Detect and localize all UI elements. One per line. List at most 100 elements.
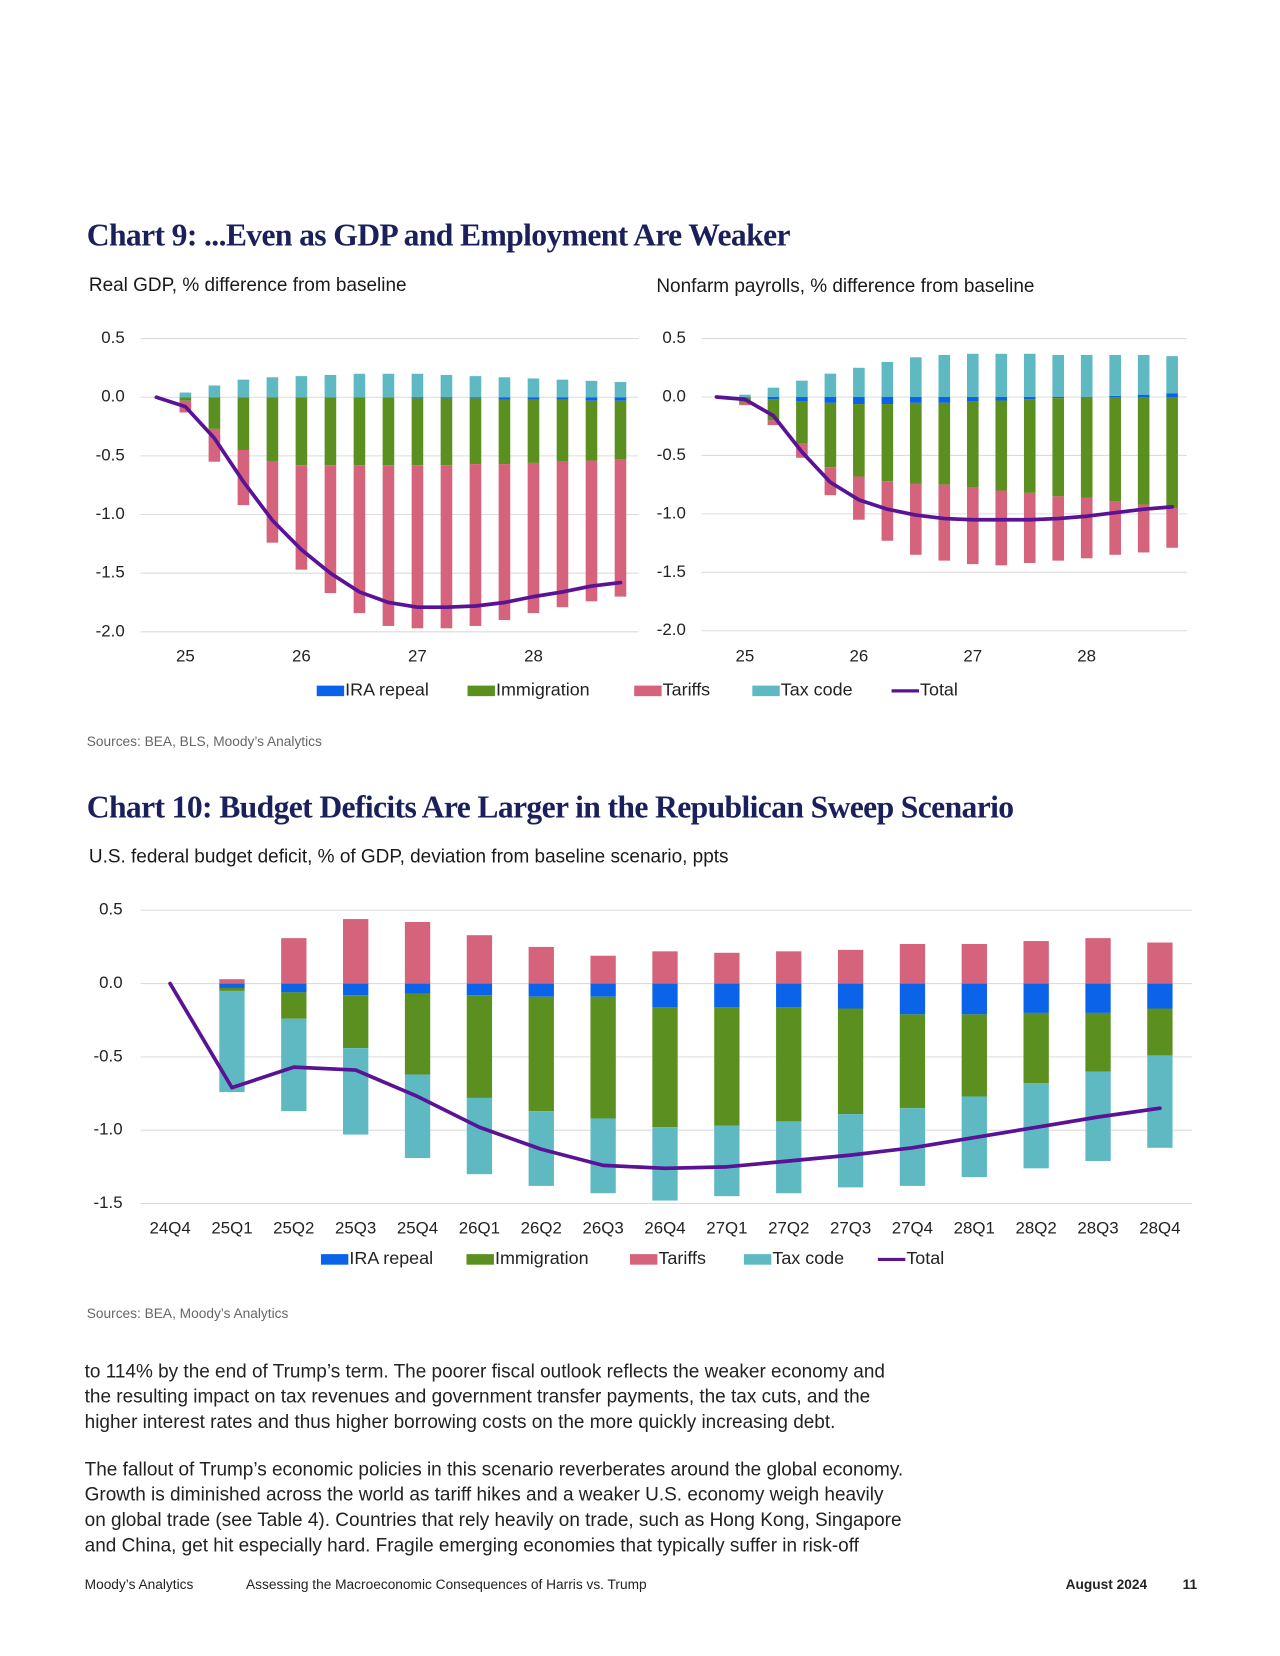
y-tick-label: -1.0 bbox=[96, 504, 125, 523]
bar-segment bbox=[498, 399, 511, 465]
x-tick-label: 28Q3 bbox=[1077, 1218, 1118, 1237]
bar-segment bbox=[1080, 497, 1093, 559]
bar-segment bbox=[652, 983, 678, 1008]
bar-segment bbox=[614, 381, 627, 398]
bar-segment bbox=[469, 376, 482, 398]
chart-title: Chart 10: Budget Deficits Are Larger in … bbox=[87, 789, 1014, 824]
y-tick-label: -1.5 bbox=[96, 563, 125, 582]
bar-segment bbox=[714, 1125, 740, 1197]
total-line bbox=[154, 395, 623, 610]
body-text: Growth is diminished across the world as… bbox=[85, 1485, 884, 1506]
legend-label: Immigration bbox=[496, 680, 590, 700]
body-text: on global trade (see Table 4). Countries… bbox=[85, 1510, 902, 1531]
bar-segment bbox=[590, 955, 616, 984]
bar-segment bbox=[266, 461, 279, 543]
bar-segment bbox=[179, 392, 192, 398]
bar-segment bbox=[1147, 983, 1173, 1009]
bar-segment bbox=[466, 995, 493, 1098]
x-tick-label: 28 bbox=[524, 647, 543, 666]
bar-segment bbox=[1147, 1055, 1173, 1148]
bar-segment bbox=[1085, 983, 1111, 1013]
bar-segment bbox=[556, 397, 569, 400]
y-tick-label: -1.5 bbox=[94, 1193, 123, 1212]
footer-publisher: Moody’s Analytics bbox=[85, 1577, 194, 1592]
bar-segment bbox=[528, 996, 554, 1112]
y-tick-label: 0.0 bbox=[662, 386, 685, 405]
bar-segment bbox=[776, 1007, 802, 1122]
bar-segment bbox=[208, 428, 221, 462]
y-tick-label: -0.5 bbox=[94, 1046, 123, 1065]
bar-segment bbox=[899, 943, 926, 984]
bar-segment bbox=[353, 465, 366, 614]
y-tick-label: -1.0 bbox=[94, 1120, 123, 1139]
bar-segment bbox=[404, 922, 431, 984]
bar-segment bbox=[237, 450, 250, 506]
bar-segment bbox=[343, 995, 369, 1049]
bar-segment bbox=[590, 983, 616, 997]
bar-segment bbox=[219, 990, 245, 1093]
bar-segment bbox=[528, 946, 554, 984]
x-tick-label: 28Q4 bbox=[1139, 1218, 1180, 1237]
bar-segment bbox=[1052, 496, 1065, 561]
bar-segment bbox=[910, 402, 922, 484]
bar-segment bbox=[881, 397, 894, 405]
total-line bbox=[168, 981, 1162, 1171]
y-tick-label: 0.5 bbox=[99, 900, 122, 919]
bar-segment bbox=[1080, 397, 1093, 498]
bar-segment bbox=[714, 983, 740, 1008]
bar-segment bbox=[469, 397, 482, 399]
bar-segment bbox=[1023, 983, 1049, 1013]
bar-segment bbox=[440, 465, 453, 629]
bar-segment bbox=[527, 462, 540, 614]
bar-segment bbox=[281, 1018, 307, 1112]
x-tick-label: 27Q2 bbox=[768, 1218, 809, 1237]
bar-segment bbox=[853, 404, 865, 477]
bar-segment bbox=[966, 397, 979, 402]
bar-segment bbox=[824, 402, 837, 468]
bar-segment bbox=[179, 397, 192, 401]
legend-swatch bbox=[634, 685, 662, 697]
bar-segment bbox=[837, 949, 864, 984]
bar-segment bbox=[614, 397, 627, 401]
bar-segment bbox=[1080, 354, 1093, 398]
bar-segment bbox=[343, 983, 369, 996]
bar-segment bbox=[837, 1008, 864, 1115]
bar-segment bbox=[1166, 356, 1178, 394]
bar-segment bbox=[614, 400, 627, 460]
bar-segment bbox=[824, 373, 837, 398]
bar-segment bbox=[585, 400, 598, 461]
bar-segment bbox=[219, 987, 245, 991]
bar-segment bbox=[469, 398, 482, 465]
x-tick-label: 26 bbox=[849, 647, 868, 666]
bar-segment bbox=[966, 353, 979, 398]
bar-segment bbox=[824, 397, 837, 403]
bar-segment bbox=[1109, 354, 1121, 396]
y-tick-label: -2.0 bbox=[657, 620, 686, 639]
x-tick-label: 26Q3 bbox=[583, 1218, 624, 1237]
bar-segment bbox=[281, 938, 307, 984]
bar-segment bbox=[404, 983, 431, 994]
bar-segment bbox=[237, 379, 250, 398]
bar-segment bbox=[466, 1097, 493, 1175]
bar-segment bbox=[910, 397, 922, 403]
bar-segment bbox=[1085, 1012, 1111, 1072]
bar-segment bbox=[498, 464, 511, 621]
bar-segment bbox=[382, 373, 395, 398]
bar-segment bbox=[938, 402, 951, 485]
bar-segment bbox=[938, 397, 951, 403]
bar-segment bbox=[556, 461, 569, 608]
bar-segment bbox=[776, 951, 802, 984]
bar-segment bbox=[776, 983, 802, 1008]
bar-segment bbox=[995, 353, 1008, 398]
sources: Sources: BEA, BLS, Moody’s Analytics bbox=[87, 734, 322, 749]
bar-segment bbox=[295, 376, 308, 398]
bar-segment bbox=[466, 983, 493, 996]
legend-label: IRA repeal bbox=[345, 680, 429, 700]
bar-segment bbox=[961, 1014, 987, 1097]
bar-segment bbox=[295, 465, 308, 570]
bar-segment bbox=[995, 397, 1008, 401]
bar-segment bbox=[767, 399, 780, 421]
bar-segment bbox=[1052, 398, 1065, 497]
bar-segment bbox=[796, 397, 808, 402]
